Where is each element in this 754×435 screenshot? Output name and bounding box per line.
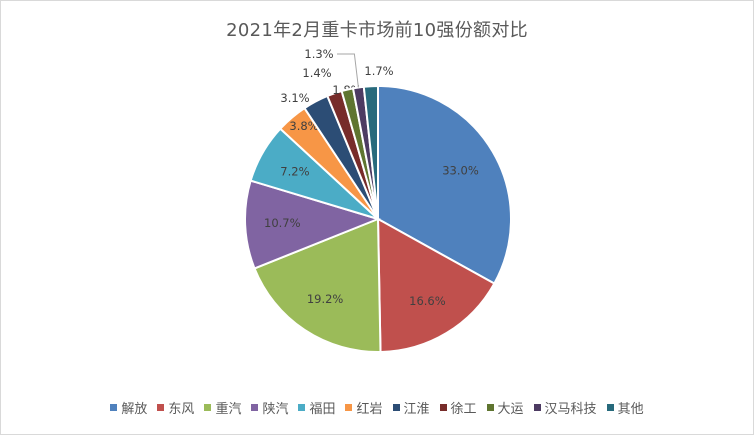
data-label: 16.6% — [409, 294, 446, 308]
legend-label: 重汽 — [215, 402, 242, 417]
pie-slice-4 — [244, 179, 382, 270]
legend-label: 红岩 — [356, 402, 383, 417]
data-label: 1.7% — [364, 64, 393, 78]
legend-label: 福田 — [309, 402, 336, 417]
legend-item: 其他 — [606, 398, 644, 417]
legend-label: 其他 — [617, 402, 644, 417]
data-label: 3.1% — [280, 91, 309, 105]
legend-swatch — [157, 404, 165, 411]
data-label: 1.4% — [302, 66, 331, 80]
legend-label: 汉马科技 — [544, 402, 597, 417]
legend: 解放 东风 重汽 陕汽 福田 红岩 江淮 徐工 大运 汉马科技 其他 — [1, 398, 753, 417]
legend-item: 汉马科技 — [533, 398, 597, 417]
legend-item: 大运 — [486, 398, 524, 417]
legend-label: 解放 — [121, 402, 148, 417]
legend-swatch — [345, 404, 353, 411]
legend-label: 陕汽 — [262, 402, 289, 417]
pie-slice-3 — [253, 217, 382, 353]
legend-item: 东风 — [157, 398, 194, 417]
legend-item: 福田 — [298, 398, 335, 417]
legend-swatch — [392, 404, 400, 411]
legend-swatch — [486, 404, 494, 411]
legend-swatch — [298, 404, 306, 411]
legend-swatch — [110, 404, 118, 411]
pie-slice-11 — [362, 84, 379, 220]
legend-swatch — [439, 404, 447, 411]
pie-slice-2 — [376, 217, 496, 353]
legend-item: 重汽 — [204, 398, 241, 417]
legend-item: 陕汽 — [251, 398, 288, 417]
data-label: 10.7% — [264, 216, 301, 230]
legend-label: 大运 — [497, 402, 524, 417]
legend-swatch — [606, 404, 614, 411]
chart-title: 2021年2月重卡市场前10强份额对比 — [226, 20, 528, 41]
legend-swatch — [251, 404, 259, 411]
data-label: 33.0% — [442, 163, 479, 177]
leader-line — [337, 53, 359, 88]
legend-item: 红岩 — [345, 398, 383, 417]
pie-slice-1 — [377, 84, 512, 285]
data-label: 7.2% — [280, 165, 309, 179]
legend-swatch — [533, 404, 541, 411]
legend-swatch — [204, 404, 212, 411]
legend-label: 东风 — [168, 402, 195, 417]
legend-item: 江淮 — [392, 398, 430, 417]
legend-label: 江淮 — [403, 402, 430, 417]
legend-label: 徐工 — [450, 402, 477, 417]
legend-item: 徐工 — [439, 398, 477, 417]
legend-item: 解放 — [110, 398, 147, 417]
data-label: 19.2% — [307, 292, 344, 306]
data-label: 1.3% — [304, 47, 333, 61]
data-label: 3.8% — [289, 119, 318, 133]
